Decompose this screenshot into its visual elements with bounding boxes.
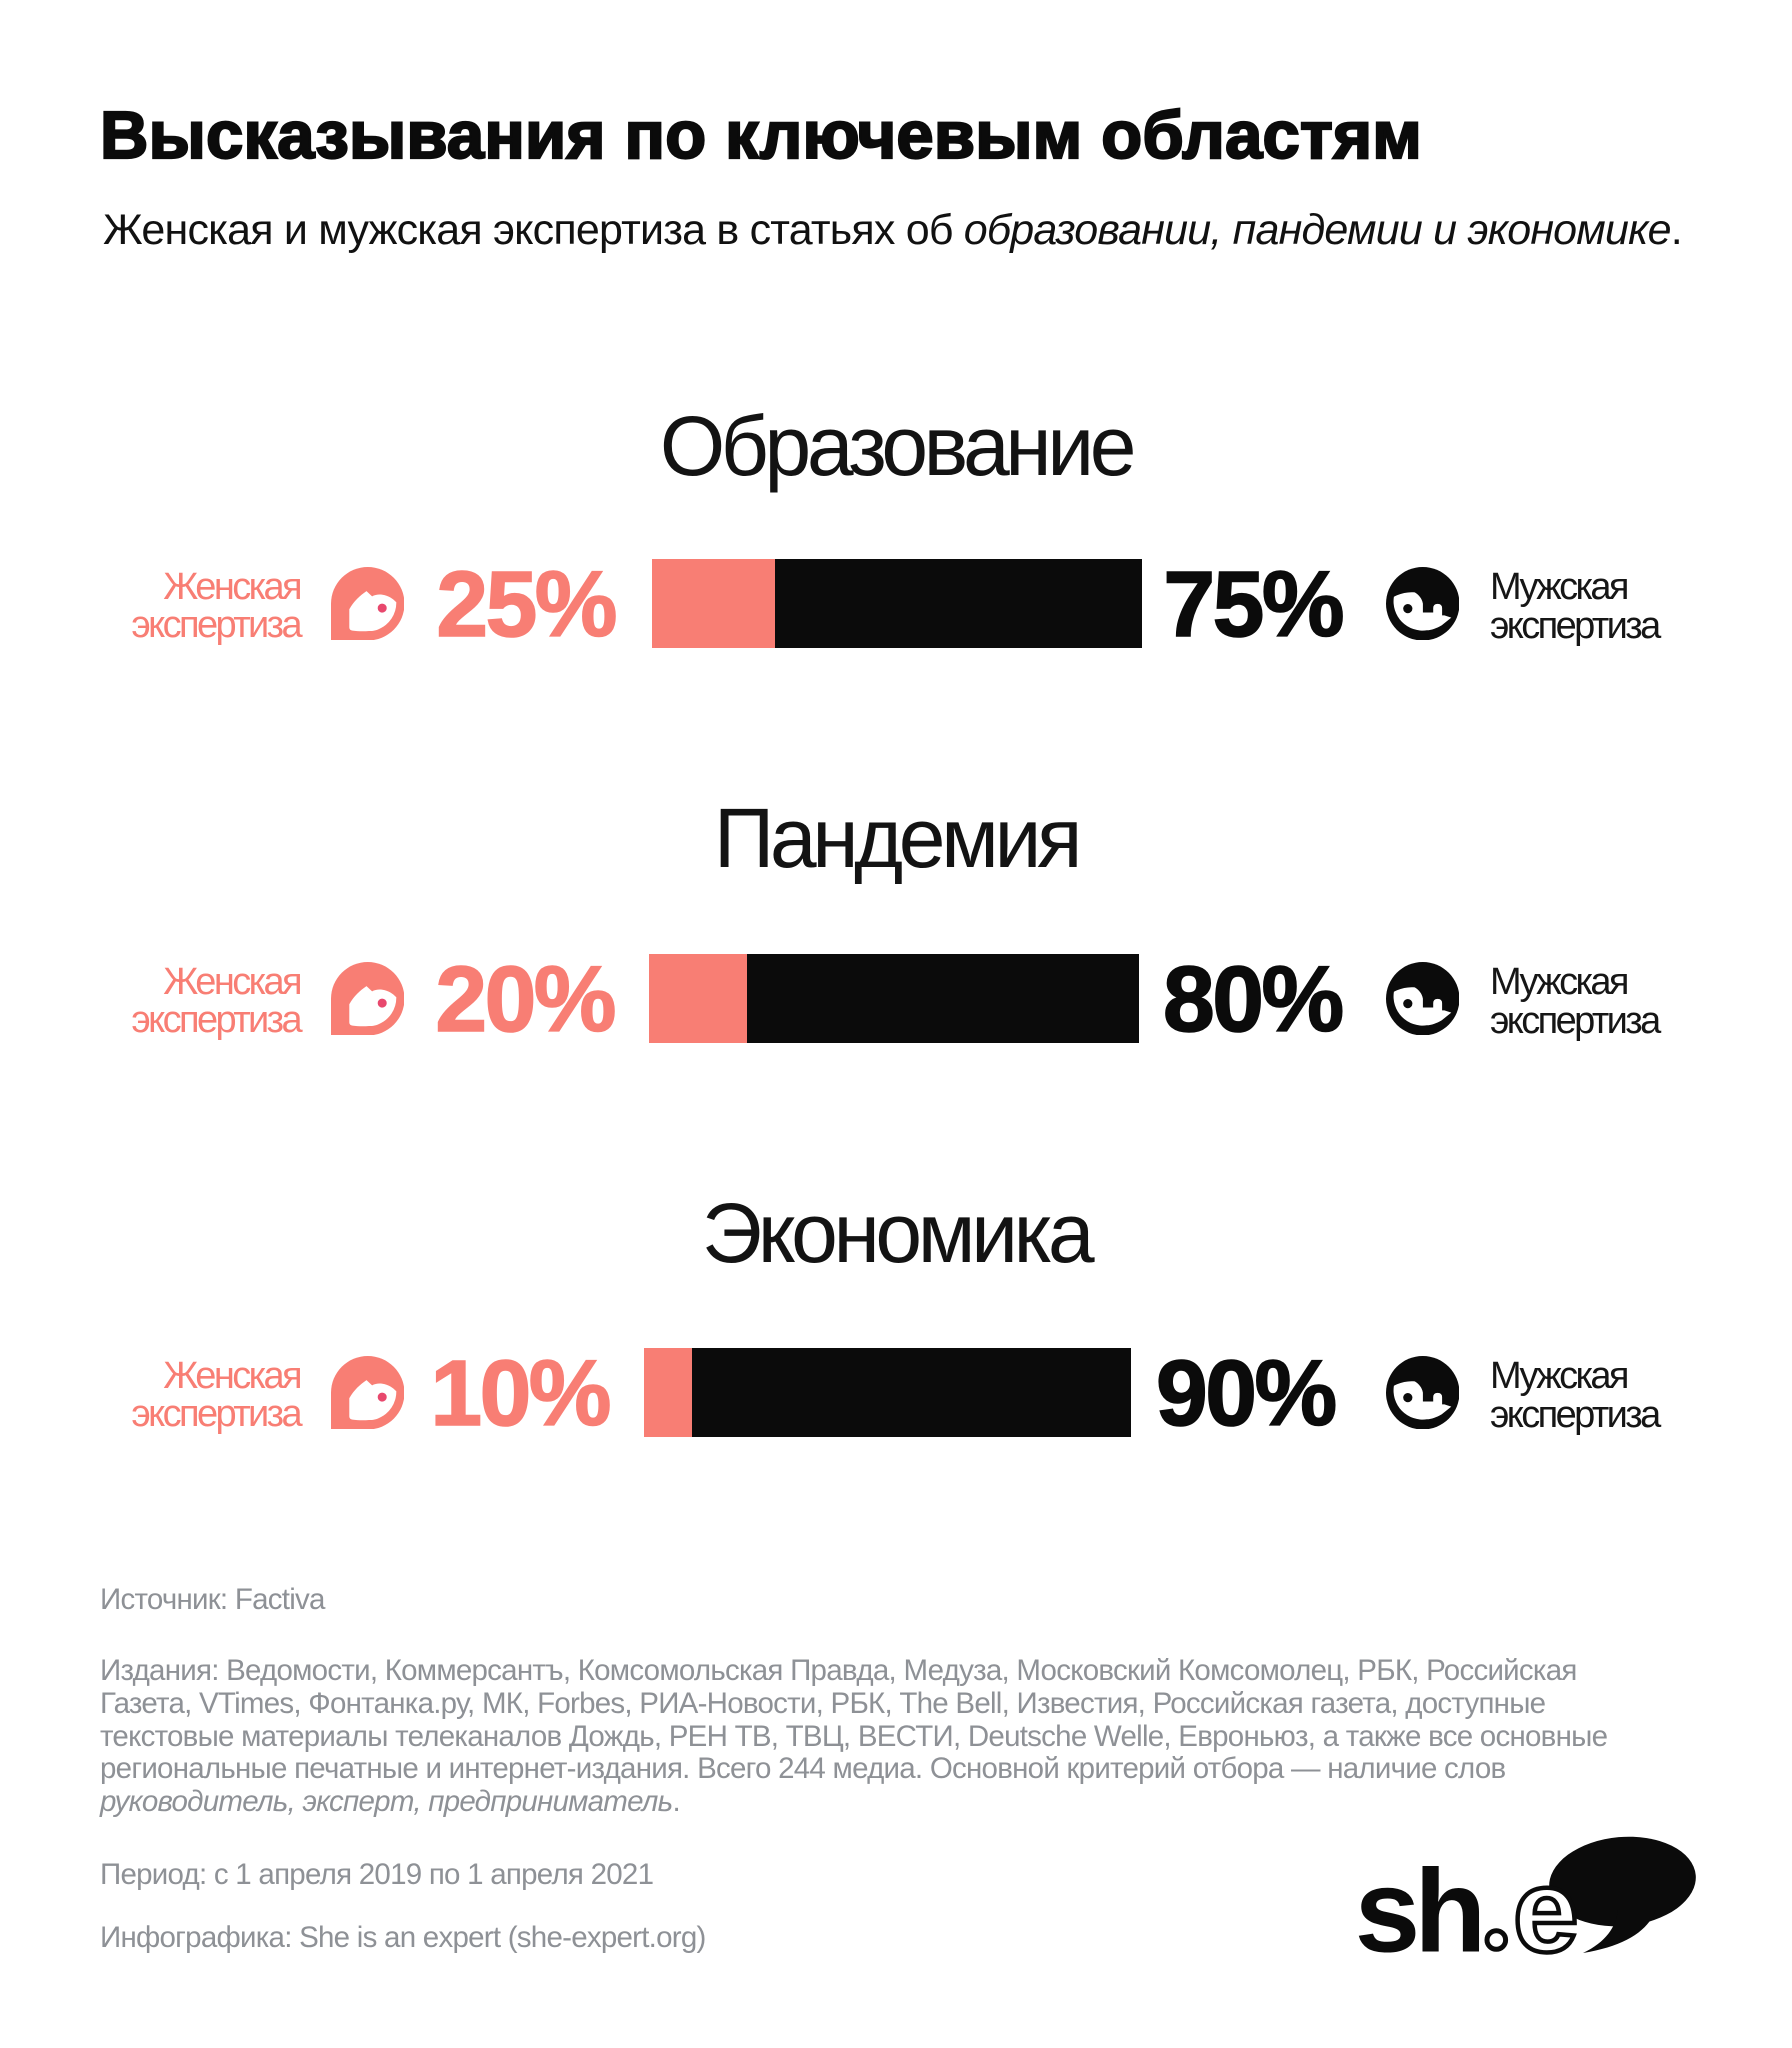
svg-text:e: e — [1513, 1846, 1579, 1970]
svg-text:sh: sh — [1355, 1846, 1481, 1970]
